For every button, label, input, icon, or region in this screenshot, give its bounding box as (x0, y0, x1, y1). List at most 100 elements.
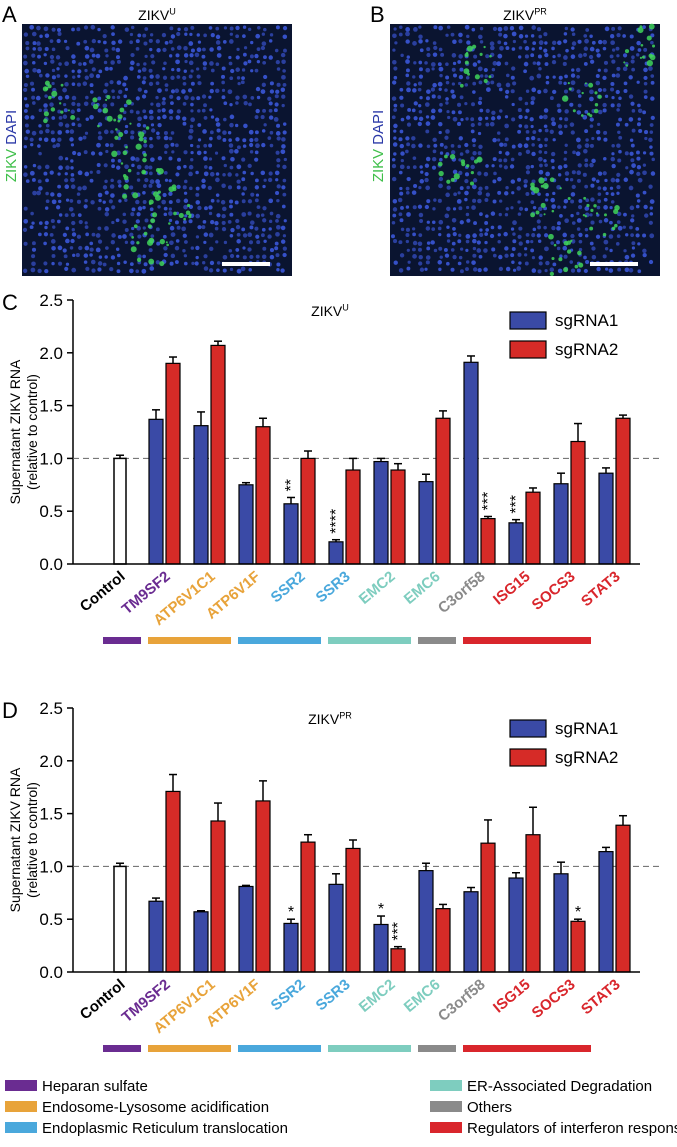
nucleus (150, 102, 154, 106)
nucleus (55, 142, 61, 148)
nucleus (630, 158, 635, 163)
nucleus (23, 206, 28, 211)
nucleus (97, 96, 102, 101)
nucleus (142, 33, 147, 38)
nucleus (76, 102, 81, 107)
infected-cell (186, 203, 191, 208)
nucleus (44, 94, 48, 98)
nucleus (255, 254, 260, 259)
infected-cell (145, 126, 150, 130)
nucleus (268, 219, 273, 224)
nucleus (596, 53, 601, 58)
nucleus (57, 261, 63, 266)
nucleus (483, 171, 489, 177)
bar (373, 460, 389, 565)
nucleus (531, 25, 536, 30)
nucleus (188, 41, 194, 46)
nucleus (550, 197, 556, 203)
infected-cell (444, 154, 448, 159)
nucleus (269, 254, 275, 260)
nucleus (433, 143, 438, 148)
nucleus (419, 267, 425, 272)
nucleus (168, 218, 173, 223)
nucleus (143, 41, 148, 46)
x-tick-label: SOCS3 (529, 976, 579, 1022)
nucleus (391, 163, 397, 169)
nucleus (130, 240, 135, 245)
nucleus (563, 89, 569, 94)
nucleus (43, 171, 48, 176)
nucleus (616, 54, 620, 58)
nucleus (430, 108, 436, 114)
nucleus (418, 67, 423, 72)
nucleus (418, 116, 424, 122)
infected-cell (551, 209, 555, 213)
nucleus (65, 129, 70, 134)
nucleus (417, 247, 422, 252)
nucleus (638, 128, 643, 134)
nucleus (418, 185, 422, 190)
nucleus (36, 41, 41, 46)
nucleus (223, 163, 228, 168)
nucleus (262, 206, 267, 211)
nucleus (648, 66, 653, 71)
nucleus (64, 94, 70, 100)
nucleus (523, 69, 527, 74)
x-tick-label: SSR3 (313, 568, 354, 606)
nucleus (50, 59, 55, 64)
nucleus (418, 143, 423, 148)
nucleus (490, 225, 495, 230)
nucleus (642, 248, 647, 253)
nucleus (552, 55, 556, 59)
nucleus (188, 135, 193, 140)
nucleus (236, 47, 240, 51)
nucleus (472, 238, 477, 244)
nucleus (460, 247, 464, 251)
nucleus (398, 32, 403, 37)
nucleus (268, 101, 273, 106)
nucleus (115, 47, 121, 53)
nucleus (648, 137, 653, 143)
nucleus (267, 234, 272, 239)
nucleus (23, 97, 28, 101)
nucleus (631, 241, 636, 246)
infected-cell (133, 224, 138, 229)
nucleus (76, 234, 82, 239)
nucleus (537, 192, 541, 196)
nucleus (399, 218, 404, 223)
nucleus (610, 34, 615, 39)
nucleus (141, 268, 147, 274)
nucleus (603, 218, 609, 223)
nucleus (628, 267, 634, 273)
nucleus (275, 231, 280, 237)
nucleus (424, 102, 430, 107)
nucleus (603, 68, 608, 73)
nucleus (443, 145, 448, 150)
significance: *** (480, 492, 497, 511)
nucleus (149, 179, 155, 184)
nucleus (248, 129, 254, 135)
nucleus (604, 247, 609, 251)
infected-cell (567, 82, 570, 85)
nucleus (433, 198, 437, 202)
nucleus (583, 255, 587, 260)
nucleus (137, 116, 142, 122)
nucleus (83, 204, 88, 209)
nucleus (642, 253, 647, 258)
nucleus (479, 108, 484, 113)
nucleus (71, 232, 77, 237)
nucleus (399, 164, 405, 170)
nucleus (491, 67, 496, 72)
nucleus (195, 255, 199, 260)
nucleus (564, 26, 569, 31)
nucleus (97, 108, 102, 113)
nucleus (183, 150, 188, 155)
nucleus (505, 266, 511, 272)
nucleus (76, 82, 81, 87)
nucleus (62, 248, 67, 253)
nucleus (176, 75, 181, 79)
bar (570, 440, 586, 565)
nucleus (485, 108, 490, 113)
nucleus (215, 122, 221, 127)
nucleus (196, 74, 201, 79)
